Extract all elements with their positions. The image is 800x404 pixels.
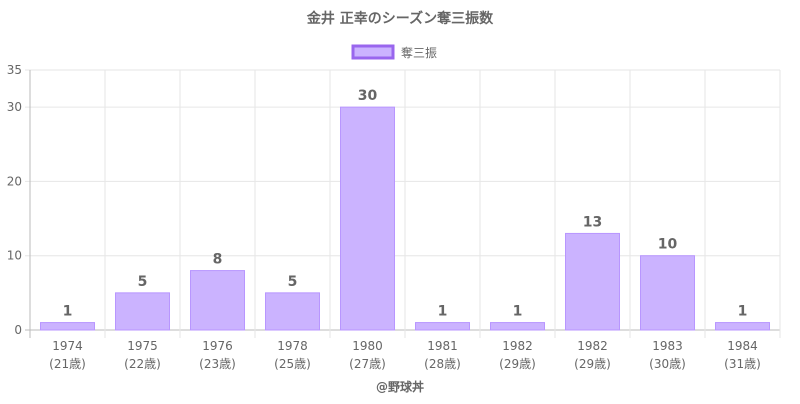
bar: [715, 322, 770, 331]
y-tick-label: 30: [7, 100, 22, 114]
x-tick-year: 1981: [427, 339, 458, 353]
x-tick-age: (27歳): [349, 357, 386, 371]
legend: 奪三振: [351, 44, 437, 60]
bar: [340, 106, 395, 331]
x-tick-age: (23歳): [199, 357, 236, 371]
y-tick-label: 0: [14, 323, 22, 337]
chart-title: 金井 正幸のシーズン奪三振数: [306, 10, 494, 27]
bar: [490, 322, 545, 331]
x-tick-year: 1974: [52, 339, 83, 353]
y-tick-label: 35: [7, 63, 22, 77]
bar-value-label: 1: [438, 304, 448, 320]
bar: [190, 270, 245, 331]
bar: [265, 292, 320, 331]
x-tick-year: 1978: [277, 339, 308, 353]
legend-swatch: [351, 44, 395, 60]
x-tick-year: 1983: [652, 339, 683, 353]
bars: [40, 106, 770, 331]
x-tick-year: 1975: [127, 339, 158, 353]
bar-value-label: 1: [513, 304, 523, 320]
bar-value-label: 5: [288, 274, 298, 290]
x-tick-age: (21歳): [49, 357, 86, 371]
data-labels: 1 5 8 5 30 1 1 13 10 1: [63, 88, 748, 319]
y-tick-label: 20: [7, 174, 22, 188]
x-tick-age: (28歳): [424, 357, 461, 371]
legend-label: 奪三振: [401, 45, 437, 60]
x-axis-ticks: 1974 (21歳) 1975 (22歳) 1976 (23歳) 1978 (25歳) 1980…: [49, 339, 761, 371]
bar-value-label: 8: [213, 252, 223, 268]
y-axis-ticks: 0 10 20 30 35: [7, 63, 22, 337]
bar: [640, 255, 695, 331]
bar: [565, 232, 620, 331]
x-tick-age: (29歳): [499, 357, 536, 371]
bar-value-label: 5: [138, 274, 148, 290]
bar: [115, 292, 170, 331]
x-tick-year: 1980: [352, 339, 383, 353]
x-tick-year: 1976: [202, 339, 233, 353]
x-tick-age: (25歳): [274, 357, 311, 371]
y-tick-label: 10: [7, 249, 22, 263]
x-tick-year: 1982: [577, 339, 608, 353]
x-tick-year: 1984: [727, 339, 758, 353]
bar-value-label: 1: [738, 304, 748, 320]
bar: [415, 322, 470, 331]
x-tick-age: (29歳): [574, 357, 611, 371]
bar: [40, 322, 95, 331]
grid-lines: [25, 69, 781, 338]
bar-value-label: 10: [658, 237, 678, 253]
x-tick-age: (22歳): [124, 357, 161, 371]
x-tick-age: (31歳): [724, 357, 761, 371]
x-tick-year: 1982: [502, 339, 533, 353]
bar-value-label: 13: [583, 214, 602, 230]
bar-value-label: 30: [358, 88, 378, 104]
x-axis-label: @野球丼: [376, 379, 424, 394]
bar-value-label: 1: [63, 304, 73, 320]
x-tick-age: (30歳): [649, 357, 686, 371]
